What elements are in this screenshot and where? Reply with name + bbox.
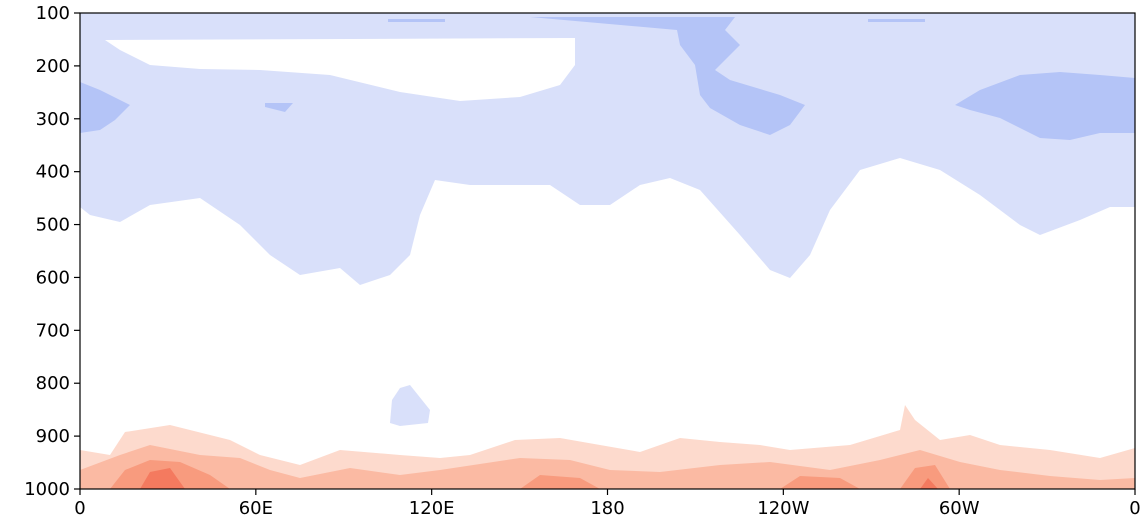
y-tick-label: 300 [36,109,70,130]
contour-mid-blue [80,82,130,133]
y-tick-label: 200 [36,56,70,77]
y-tick-label: 100 [36,3,70,24]
x-tick-label: 120E [409,498,455,519]
contour-light-blue [390,385,430,426]
contour-white-island [105,38,575,101]
x-tick-label: 0 [74,498,85,519]
x-tick-label: 60E [239,498,273,519]
y-tick-label: 500 [36,215,70,236]
x-tick-label: 60W [939,498,980,519]
y-tick-label: 400 [36,162,70,183]
contour-light-blue [80,13,1135,285]
y-tick-label: 900 [36,426,70,447]
x-tick-label: 120W [757,498,809,519]
contour-red-3 [110,460,950,489]
contour-fields [80,13,1135,489]
y-tick-label: 800 [36,373,70,394]
contour-mid-blue [955,72,1135,140]
y-tick-label: 600 [36,267,70,288]
x-tick-label: 180 [590,498,624,519]
contour-mid-blue [530,17,805,135]
y-tick-label: 700 [36,320,70,341]
y-tick-label: 1000 [24,479,70,500]
x-tick-label: 0 [1129,498,1140,519]
contour-red-2 [80,445,1135,489]
